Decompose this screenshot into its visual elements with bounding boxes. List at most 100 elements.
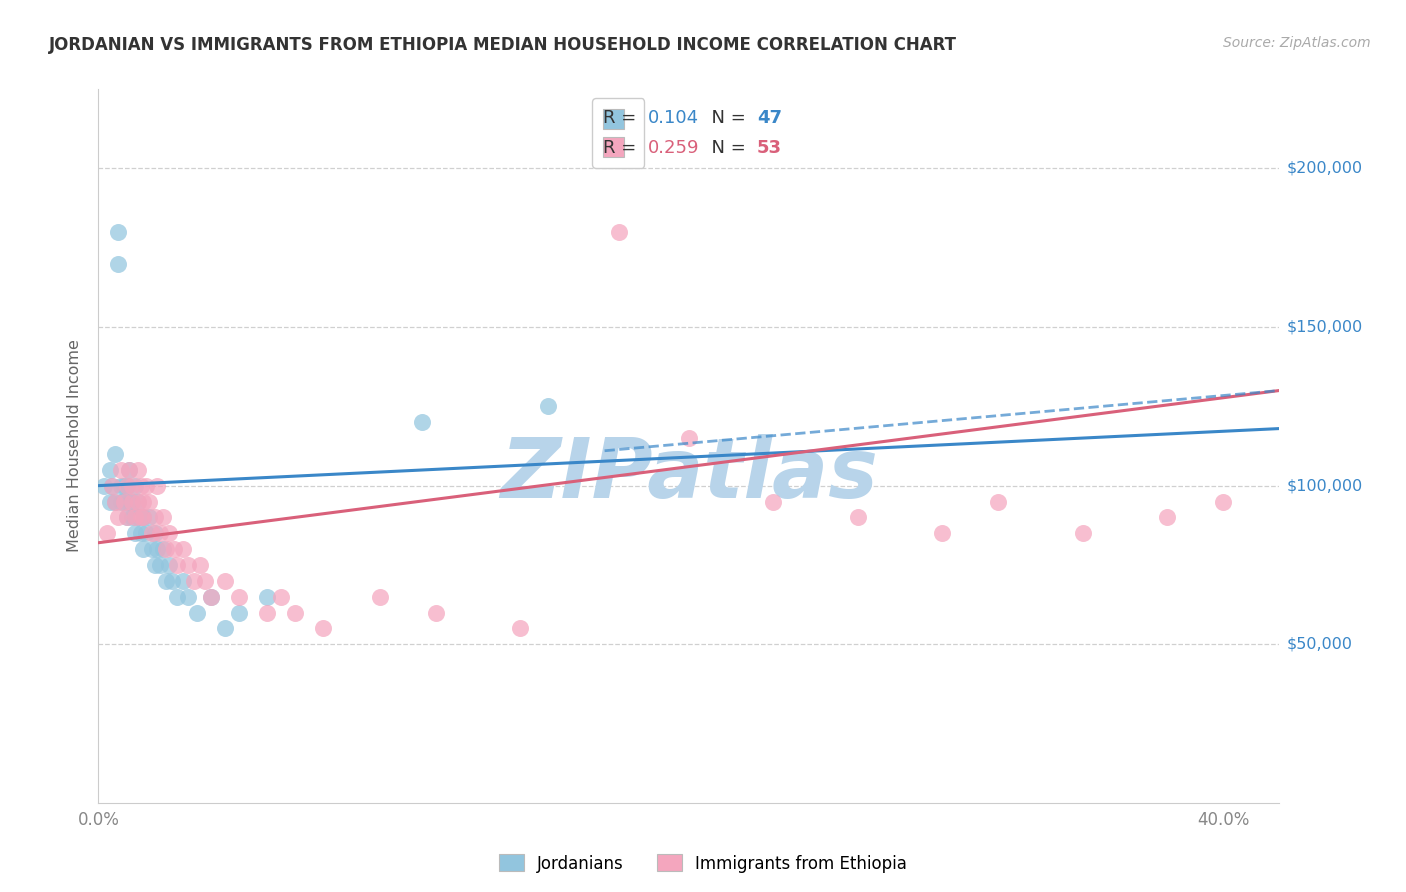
Text: $200,000: $200,000 (1286, 161, 1362, 176)
Point (166, 590, 188, 604)
Point (104, 494, 127, 508)
Text: 0.104: 0.104 (648, 109, 699, 127)
Point (312, 621, 335, 635)
Point (931, 526, 953, 541)
Point (118, 463, 141, 477)
Point (149, 526, 172, 541)
Point (115, 510, 138, 524)
Point (228, 590, 250, 604)
Point (425, 606, 447, 620)
Text: ZIPatlas: ZIPatlas (501, 434, 877, 515)
Point (132, 494, 155, 508)
Text: R =: R = (603, 109, 643, 127)
Text: Source: ZipAtlas.com: Source: ZipAtlas.com (1223, 36, 1371, 50)
Text: 47: 47 (756, 109, 782, 127)
Point (146, 478, 169, 492)
Point (846, 510, 869, 524)
Point (112, 494, 135, 508)
Point (110, 478, 132, 492)
Text: $150,000: $150,000 (1286, 319, 1362, 334)
Point (172, 574, 194, 588)
Point (104, 447, 127, 461)
Point (129, 478, 152, 492)
Point (135, 526, 157, 541)
Point (101, 478, 124, 492)
Legend: Jordanians, Immigrants from Ethiopia: Jordanians, Immigrants from Ethiopia (492, 847, 914, 880)
Point (141, 526, 163, 541)
Point (107, 257, 129, 271)
Point (127, 510, 149, 524)
Point (132, 510, 155, 524)
Point (93, 478, 115, 492)
Point (132, 510, 155, 524)
Point (98, 463, 121, 477)
Point (121, 494, 143, 508)
Point (160, 574, 183, 588)
Point (121, 510, 143, 524)
Point (143, 526, 166, 541)
Point (127, 494, 149, 508)
Point (157, 558, 180, 572)
Point (177, 590, 200, 604)
Point (124, 478, 146, 492)
Legend: , : , (592, 98, 644, 168)
Point (129, 510, 152, 524)
Point (107, 225, 129, 239)
Point (138, 510, 160, 524)
Point (155, 574, 177, 588)
Point (186, 606, 208, 620)
Point (368, 590, 391, 604)
Point (124, 526, 146, 541)
Point (157, 526, 180, 541)
Point (188, 558, 211, 572)
Point (1212, 494, 1234, 508)
Point (214, 574, 236, 588)
Text: R =: R = (603, 139, 643, 157)
Point (1071, 526, 1094, 541)
Point (163, 542, 186, 557)
Point (104, 494, 127, 508)
Point (110, 494, 132, 508)
Text: N =: N = (700, 139, 752, 157)
Point (96, 526, 118, 541)
Point (284, 606, 307, 620)
Point (127, 494, 149, 508)
Point (112, 494, 135, 508)
Point (118, 494, 141, 508)
Point (256, 590, 278, 604)
Point (172, 542, 194, 557)
Point (200, 590, 222, 604)
Text: $100,000: $100,000 (1286, 478, 1362, 493)
Text: JORDANIAN VS IMMIGRANTS FROM ETHIOPIA MEDIAN HOUSEHOLD INCOME CORRELATION CHART: JORDANIAN VS IMMIGRANTS FROM ETHIOPIA ME… (49, 36, 957, 54)
Point (183, 574, 205, 588)
Point (678, 431, 700, 445)
Point (129, 510, 152, 524)
Point (138, 494, 160, 508)
Point (101, 478, 124, 492)
Point (214, 621, 236, 635)
Text: N =: N = (700, 109, 752, 127)
Point (256, 606, 278, 620)
Point (110, 463, 132, 477)
Point (115, 478, 138, 492)
Point (115, 478, 138, 492)
Text: 0.259: 0.259 (648, 139, 700, 157)
Point (115, 510, 138, 524)
Point (112, 478, 135, 492)
Point (152, 510, 174, 524)
Point (149, 558, 172, 572)
Point (200, 590, 222, 604)
Point (143, 510, 166, 524)
Point (143, 558, 166, 572)
Point (121, 478, 143, 492)
Point (537, 400, 560, 414)
Point (509, 621, 531, 635)
Point (118, 463, 141, 477)
Point (194, 574, 217, 588)
Point (124, 510, 146, 524)
Point (762, 494, 785, 508)
Point (152, 542, 174, 557)
Point (155, 542, 177, 557)
Y-axis label: Median Household Income: Median Household Income (67, 340, 83, 552)
Point (107, 510, 129, 524)
